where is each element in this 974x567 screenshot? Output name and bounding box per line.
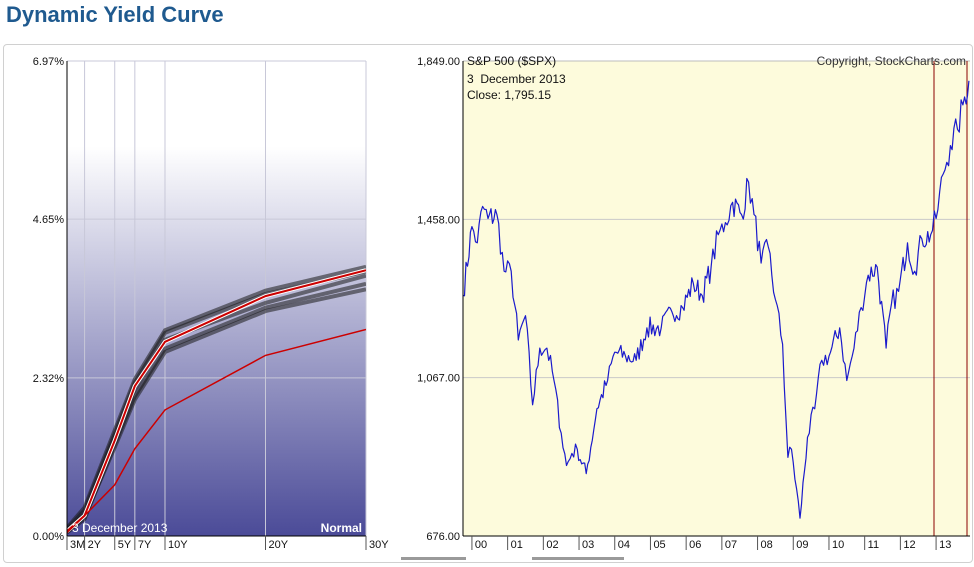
spx-x-tick-label: 01 xyxy=(511,539,523,551)
yield-x-tick-label: 20Y xyxy=(268,539,288,551)
spx-title: S&P 500 ($SPX) xyxy=(467,54,556,68)
spx-x-tick-label: 04 xyxy=(618,539,630,551)
spx-y-tick-label: 1,458.00 xyxy=(417,214,460,226)
yield-x-tick-label: 7Y xyxy=(138,539,152,551)
spx-x-tick-label: 12 xyxy=(903,539,915,551)
page-title: Dynamic Yield Curve xyxy=(6,2,224,27)
spx-y-tick-label: 1,849.00 xyxy=(417,56,460,68)
yield-x-tick-label: 10Y xyxy=(168,539,188,551)
spx-y-tick-label: 676.00 xyxy=(426,531,460,543)
spx-x-tick-label: 13 xyxy=(939,539,951,551)
spx-x-tick-label: 10 xyxy=(832,539,844,551)
spx-scrollbar-right[interactable] xyxy=(532,557,624,560)
chart-canvas: 6.97% 4.65% 2.32% 0.00% 3M 2Y 5Y 7Y 10Y 20Y 30Y 3… xyxy=(33,54,970,560)
spx-x-tick-label: 09 xyxy=(796,539,808,551)
yield-y-tick-label: 0.00% xyxy=(33,531,64,543)
yield-status-label: Normal xyxy=(321,521,362,535)
yield-x-tick-label: 3M xyxy=(70,539,85,551)
spx-scrollbar-left[interactable] xyxy=(401,557,466,560)
yield-history-curve xyxy=(67,264,366,530)
yield-x-tick-label: 2Y xyxy=(88,539,102,551)
yield-curves xyxy=(67,268,366,534)
yield-y-tick-label: 4.65% xyxy=(33,214,64,226)
spx-x-tick-label: 00 xyxy=(475,539,487,551)
spx-series-line xyxy=(463,80,970,519)
yield-comparison-curve xyxy=(67,328,366,534)
spx-close-label: Close: 1,795.15 xyxy=(467,88,551,102)
chart-panel: 6.97% 4.65% 2.32% 0.00% 3M 2Y 5Y 7Y 10Y 20Y 30Y 3… xyxy=(3,44,973,563)
yield-chart: 6.97% 4.65% 2.32% 0.00% 3M 2Y 5Y 7Y 10Y 20Y 30Y 3… xyxy=(33,56,389,551)
spx-copyright: Copyright, StockCharts.com xyxy=(817,54,966,68)
yield-date-overlay: 3 December 2013 xyxy=(72,521,168,535)
spx-x-tick-label: 11 xyxy=(868,539,879,551)
spx-x-tick-label: 06 xyxy=(689,539,701,551)
yield-y-tick-label: 6.97% xyxy=(33,56,64,68)
spx-y-ticks: 1,849.00 1,458.00 1,067.00 676.00 xyxy=(417,56,460,543)
spx-x-ticks: 00 01 02 03 04 05 06 07 08 09 10 11 12 13 xyxy=(471,536,951,551)
spx-x-tick-label: 05 xyxy=(653,539,665,551)
spx-price-line xyxy=(463,80,970,519)
spx-x-tick-label: 07 xyxy=(725,539,737,551)
spx-x-tick-label: 03 xyxy=(582,539,594,551)
spx-x-tick-label: 08 xyxy=(761,539,773,551)
spx-y-tick-label: 1,067.00 xyxy=(417,373,460,385)
yield-x-tick-label: 5Y xyxy=(118,539,132,551)
spx-x-tick-label: 02 xyxy=(546,539,558,551)
yield-x-ticks: 3M 2Y 5Y 7Y 10Y 20Y 30Y xyxy=(66,536,389,551)
spx-date-label: 3 December 2013 xyxy=(467,72,566,86)
yield-y-ticks: 6.97% 4.65% 2.32% 0.00% xyxy=(33,56,64,543)
yield-y-tick-label: 2.32% xyxy=(33,373,64,385)
yield-x-tick-label: 30Y xyxy=(369,539,389,551)
spx-plot-background xyxy=(463,61,970,536)
